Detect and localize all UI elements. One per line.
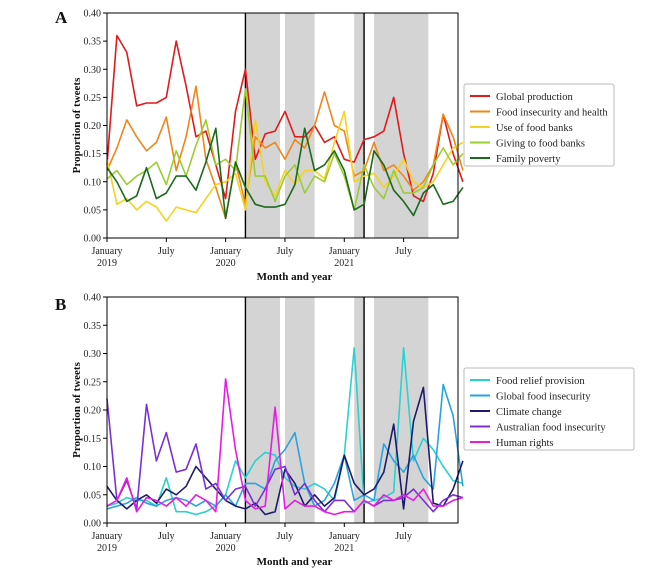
shaded-period	[354, 13, 365, 238]
x-tick-label: January	[329, 246, 360, 257]
panel-label: A	[55, 8, 68, 27]
x-tick-label: July	[158, 531, 175, 542]
y-axis-label: Proportion of tweets	[71, 77, 83, 173]
legend-entry: Giving to food banks	[496, 138, 585, 149]
y-tick-label: 0.20	[84, 406, 102, 417]
y-tick-label: 0.10	[84, 177, 102, 188]
series-line-food-relief-provision	[106, 347, 464, 516]
series-line-climate-change	[106, 386, 464, 516]
legend-entry: Food insecurity and health	[496, 107, 608, 118]
y-tick-label: 0.00	[84, 234, 102, 245]
legend-box	[463, 83, 615, 167]
x-tick-year: 2021	[334, 543, 354, 554]
shaded-period	[284, 13, 315, 238]
panel-b: B 0.00 0.05 0.10 0.15 0.20 0.25 0.30 0.35 0.40 Jan…	[55, 293, 635, 568]
x-tick-year: 2020	[216, 543, 236, 554]
y-tick-label: 0.20	[84, 121, 102, 132]
legend-entry: Australian food insecurity	[496, 422, 606, 433]
y-tick-label: 0.30	[84, 349, 102, 360]
x-tick-label: July	[158, 246, 175, 257]
legend-entry: Human rights	[496, 438, 553, 449]
y-axis-label: Proportion of tweets	[71, 361, 83, 457]
x-tick-label: July	[395, 246, 412, 257]
legend-entry: Climate change	[496, 407, 562, 418]
legend-entry: Food relief provision	[496, 376, 585, 387]
x-tick-year: 2020	[216, 258, 236, 269]
y-tick-label: 0.35	[84, 321, 102, 332]
y-tick-label: 0.35	[84, 37, 102, 48]
panel-label: B	[55, 295, 66, 314]
series-line-global-food-insecurity	[106, 383, 464, 510]
y-tick-label: 0.15	[84, 149, 102, 160]
shaded-period	[354, 297, 365, 523]
y-tick-label: 0.40	[84, 9, 102, 20]
x-tick-label: January	[210, 531, 241, 542]
legend: Food relief provision Global food insecur…	[463, 367, 635, 451]
x-tick-year: 2019	[97, 258, 117, 269]
y-tick-label: 0.10	[84, 462, 102, 473]
y-tick-label: 0.00	[84, 519, 102, 530]
series-line-giving-to-food-banks	[106, 88, 464, 211]
series-line-global-production	[106, 34, 464, 203]
x-tick-label: January	[91, 246, 122, 257]
shaded-period	[373, 13, 429, 238]
y-tick-label: 0.15	[84, 434, 102, 445]
x-tick-label: January	[210, 246, 241, 257]
series-line-use-of-food-banks	[106, 110, 464, 222]
x-axis-label: Month and year	[257, 271, 333, 283]
y-tick-label: 0.25	[84, 377, 102, 388]
legend-entry: Global production	[496, 92, 573, 103]
shaded-period	[245, 13, 281, 238]
legend-box	[463, 367, 635, 451]
y-tick-label: 0.05	[84, 205, 102, 216]
legend: Global production Food insecurity and hea…	[463, 83, 615, 167]
y-tick-label: 0.40	[84, 293, 102, 304]
x-tick-label: July	[395, 531, 412, 542]
y-tick-label: 0.05	[84, 490, 102, 501]
y-tick-label: 0.30	[84, 65, 102, 76]
series-line-australian-food-insecurity	[106, 398, 464, 513]
x-tick-label: July	[277, 246, 294, 257]
x-tick-label: January	[329, 531, 360, 542]
legend-entry: Global food insecurity	[496, 391, 591, 402]
x-axis-label: Month and year	[257, 556, 333, 568]
x-tick-label: July	[277, 531, 294, 542]
x-tick-label: January	[91, 531, 122, 542]
series-line-food-insecurity-and-health	[106, 85, 464, 220]
panel-a: A 0.00 0.05 0.10 0.15 0.20 0.25 0.30 0.35 0.40 Jan…	[55, 8, 615, 283]
series-line-human-rights	[106, 378, 464, 516]
x-tick-year: 2021	[334, 258, 354, 269]
legend-entry: Family poverty	[496, 154, 561, 165]
legend-entry: Use of food banks	[496, 123, 573, 134]
y-tick-label: 0.25	[84, 93, 102, 104]
x-tick-year: 2019	[97, 543, 117, 554]
series-line-family-poverty	[106, 127, 464, 220]
